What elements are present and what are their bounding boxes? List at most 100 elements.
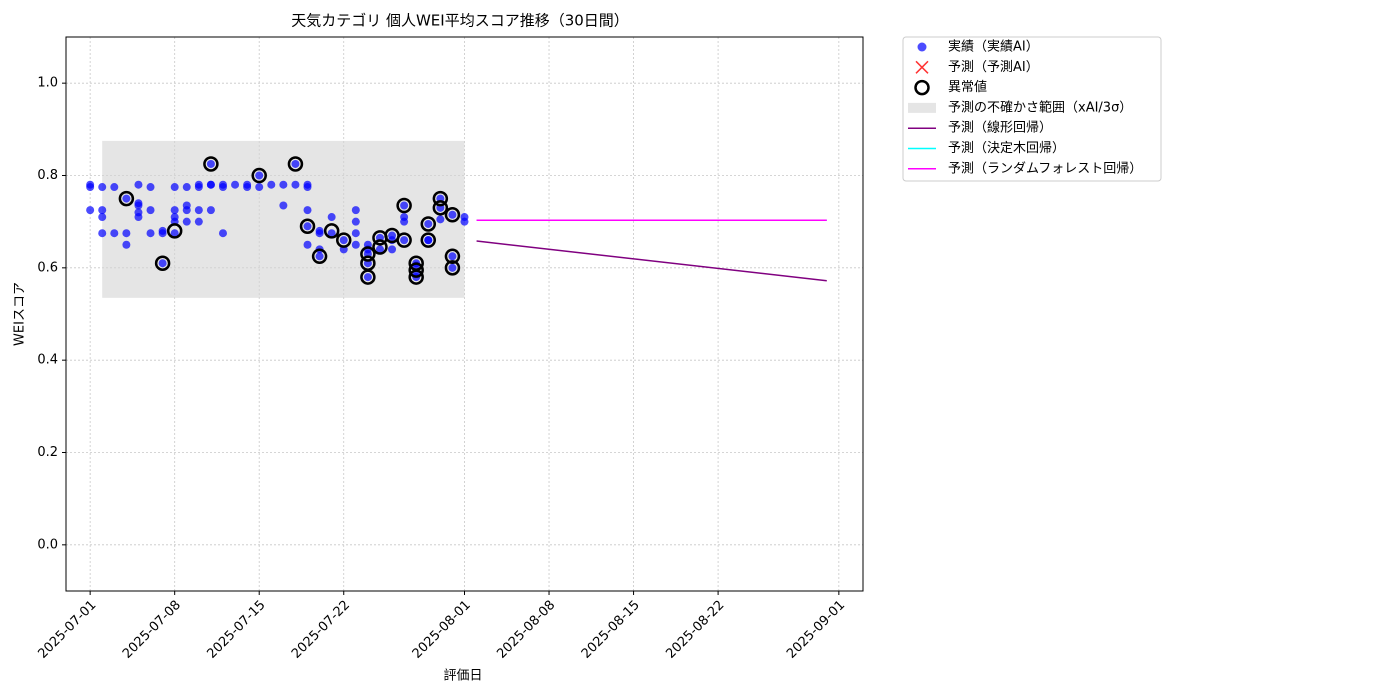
- actual-point: [206, 180, 215, 189]
- actual-point: [98, 206, 107, 215]
- legend-label: 予測（ランダムフォレスト回帰）: [948, 160, 1142, 176]
- actual-point: [98, 183, 107, 192]
- actual-point: [182, 206, 191, 215]
- anomaly-point: [432, 200, 449, 216]
- x-tick-label: 2025-07-22: [289, 598, 353, 662]
- actual-point: [303, 240, 312, 249]
- actual-point: [194, 180, 203, 189]
- x-tick-label: 2025-09-01: [784, 598, 848, 662]
- actual-point: [170, 206, 179, 215]
- anomaly-point: [432, 190, 449, 207]
- actual-point: [231, 180, 240, 189]
- actual-point: [460, 217, 469, 226]
- actual-point: [291, 159, 300, 168]
- y-tick-label: 0.2: [37, 445, 58, 460]
- actual-point: [255, 183, 264, 192]
- actual-point: [110, 229, 119, 238]
- anomaly-point: [396, 197, 412, 214]
- y-tick-label: 0.0: [37, 537, 58, 552]
- actual-point: [351, 206, 360, 215]
- actual-point: [448, 263, 457, 272]
- actual-point: [315, 226, 324, 235]
- x-tick-label: 2025-08-08: [494, 598, 558, 662]
- x-tick-label: 2025-07-01: [35, 598, 99, 662]
- actual-point: [436, 215, 445, 224]
- legend-label: 予測（決定木回帰）: [948, 140, 1065, 156]
- anomaly-point: [166, 223, 183, 239]
- anomaly-point: [444, 260, 461, 276]
- legend-marker: [917, 42, 927, 52]
- actual-point: [255, 171, 264, 180]
- actual-point: [146, 229, 155, 238]
- anomaly-point: [360, 246, 376, 262]
- plot-frame: [65, 36, 864, 592]
- actual-point: [182, 217, 191, 226]
- actual-point: [206, 206, 215, 215]
- legend-label: 予測の不確かさ範囲（xAI/3σ）: [948, 99, 1132, 115]
- legend-label: 予測（予測AI）: [948, 60, 1039, 75]
- actual-point: [279, 201, 288, 210]
- actual-point: [218, 229, 227, 238]
- legend-marker: [915, 60, 929, 74]
- anomaly-point: [396, 232, 412, 248]
- anomaly-point: [444, 206, 461, 223]
- y-tick-label: 0.6: [37, 260, 58, 275]
- actual-point: [267, 180, 276, 189]
- actual-point: [351, 229, 360, 238]
- actual-point: [303, 222, 312, 231]
- actual-point: [170, 229, 179, 238]
- actual-point: [134, 180, 143, 189]
- legend-box: [902, 36, 1162, 182]
- actual-point: [400, 201, 409, 210]
- anomaly-point: [251, 167, 267, 184]
- x-tick-label: 2025-08-01: [410, 598, 474, 662]
- actual-point: [388, 245, 397, 254]
- anomaly-point: [118, 190, 135, 207]
- actual-point: [146, 183, 155, 192]
- actual-point: [351, 240, 360, 249]
- actual-point: [218, 183, 227, 192]
- anomaly-point: [287, 156, 304, 172]
- actual-point: [86, 180, 95, 189]
- anomaly-point: [420, 216, 437, 232]
- actual-point: [122, 229, 131, 238]
- actual-point: [98, 229, 107, 238]
- actual-point: [86, 206, 95, 215]
- actual-point: [110, 183, 119, 192]
- actual-point: [448, 252, 457, 261]
- actual-point: [122, 194, 131, 203]
- actual-point: [158, 226, 167, 235]
- anomaly-point: [408, 269, 424, 285]
- actual-point: [158, 259, 167, 268]
- prediction-line: [476, 240, 827, 282]
- legend-label: 予測（線形回帰）: [948, 120, 1052, 136]
- actual-point: [400, 236, 409, 245]
- anomaly-point: [203, 156, 219, 172]
- anomaly-point: [323, 223, 340, 239]
- actual-point: [182, 183, 191, 192]
- actual-point: [243, 180, 252, 189]
- actual-point: [206, 159, 215, 168]
- actual-point: [279, 180, 288, 189]
- actual-point: [363, 273, 372, 282]
- actual-point: [327, 229, 336, 238]
- anomaly-point: [154, 255, 171, 271]
- legend-marker: [914, 79, 930, 96]
- x-tick-label: 2025-08-15: [579, 598, 643, 662]
- anomaly-point: [408, 262, 424, 278]
- anomaly-point: [420, 232, 437, 248]
- actual-point: [134, 208, 143, 217]
- actual-point: [303, 180, 312, 189]
- actual-point: [134, 201, 143, 210]
- actual-point: [424, 236, 433, 245]
- actual-point: [351, 217, 360, 226]
- actual-point: [194, 206, 203, 215]
- actual-point: [315, 252, 324, 261]
- x-tick-label: 2025-08-22: [663, 598, 727, 662]
- x-tick-label: 2025-07-08: [120, 598, 184, 662]
- anomaly-point: [311, 248, 328, 265]
- actual-point: [291, 180, 300, 189]
- legend-label: 異常値: [948, 79, 987, 95]
- actual-point: [194, 217, 203, 226]
